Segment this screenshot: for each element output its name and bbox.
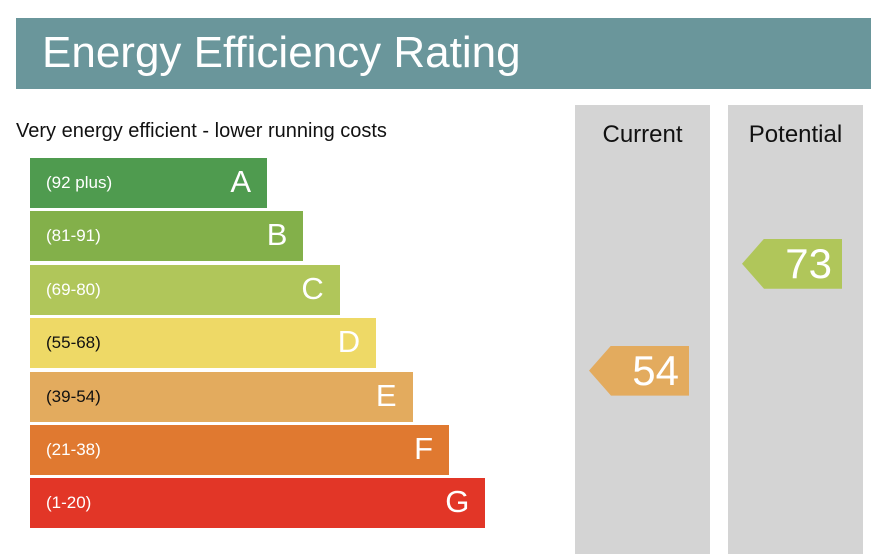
band-range: (92 plus): [46, 173, 113, 192]
current-column-header: Current: [602, 121, 683, 148]
potential-rating-arrow: 73: [742, 238, 842, 289]
band-range: (55-68): [46, 333, 101, 353]
band-range: (1-20): [46, 493, 92, 513]
current-rating-value: 54: [632, 346, 679, 394]
band-letter: B: [266, 217, 288, 253]
rating-band-b: (81-91) B: [30, 211, 304, 262]
potential-rating-value: 73: [785, 239, 832, 287]
band-range: (69-80): [46, 279, 101, 299]
rating-band-c: (69-80) C: [30, 264, 340, 315]
band-letter: A: [230, 164, 251, 199]
band-letter: D: [337, 324, 361, 360]
rating-band-g: (1-20) G: [30, 478, 486, 529]
band-range: (21-38): [46, 440, 101, 459]
band-letter: F: [414, 431, 433, 466]
band-letter: G: [445, 484, 470, 520]
page-title: Energy Efficiency Rating: [42, 28, 521, 77]
rating-band-a: (92 plus) A: [30, 158, 267, 208]
potential-column: Potential: [728, 105, 863, 554]
band-range: (39-54): [46, 386, 101, 406]
current-column: Current: [575, 105, 710, 554]
band-letter: C: [301, 270, 324, 306]
potential-column-header: Potential: [748, 121, 843, 148]
rating-band-d: (55-68) D: [30, 318, 377, 369]
rating-band-f: (21-38) F: [30, 425, 449, 475]
rating-band-e: (39-54) E: [30, 371, 413, 422]
band-letter: E: [375, 377, 397, 413]
efficiency-scale-caption: Very energy efficient - lower running co…: [16, 120, 387, 142]
title-bar: Energy Efficiency Rating: [16, 18, 871, 89]
band-range: (81-91): [46, 226, 101, 246]
current-rating-arrow: 54: [589, 345, 689, 396]
